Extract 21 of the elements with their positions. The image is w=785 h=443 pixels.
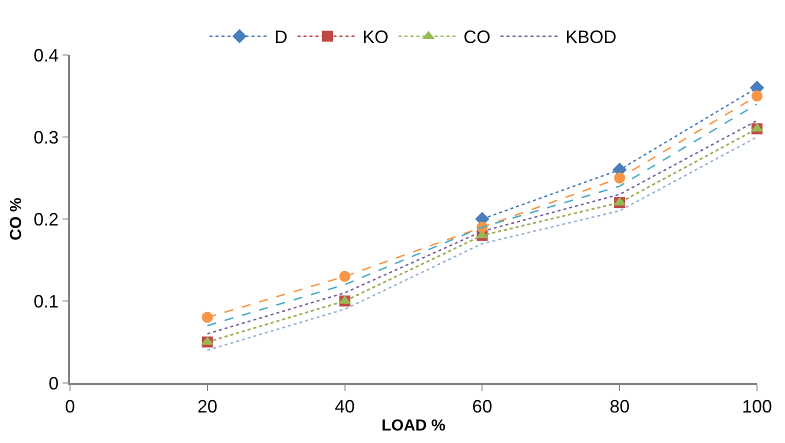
x-tick-label: 20: [197, 396, 218, 416]
point: [339, 270, 350, 282]
legend-label: KO: [362, 27, 389, 48]
x-tick-label: 40: [334, 396, 355, 416]
y-tick-label: 0.3: [34, 127, 59, 148]
legend-label: D: [274, 27, 288, 48]
x-tick-label: 60: [472, 396, 492, 416]
y-axis-title: CO %: [8, 198, 26, 240]
x-tick-label: 80: [610, 396, 630, 416]
point: [202, 312, 213, 323]
x-tick-label: 100: [742, 396, 772, 416]
y-tick-label: 0: [48, 373, 59, 394]
y-tick-label: 0.1: [34, 291, 59, 312]
x-tick-label: 0: [64, 396, 76, 416]
point: [752, 90, 762, 102]
x-axis-title: LOAD %: [382, 418, 446, 435]
legend-label: KBOD: [566, 27, 617, 48]
legend-label: CO: [464, 27, 491, 48]
y-tick-label: 0.4: [34, 45, 59, 66]
point: [614, 172, 626, 184]
y-tick-label: 0.2: [34, 209, 59, 230]
